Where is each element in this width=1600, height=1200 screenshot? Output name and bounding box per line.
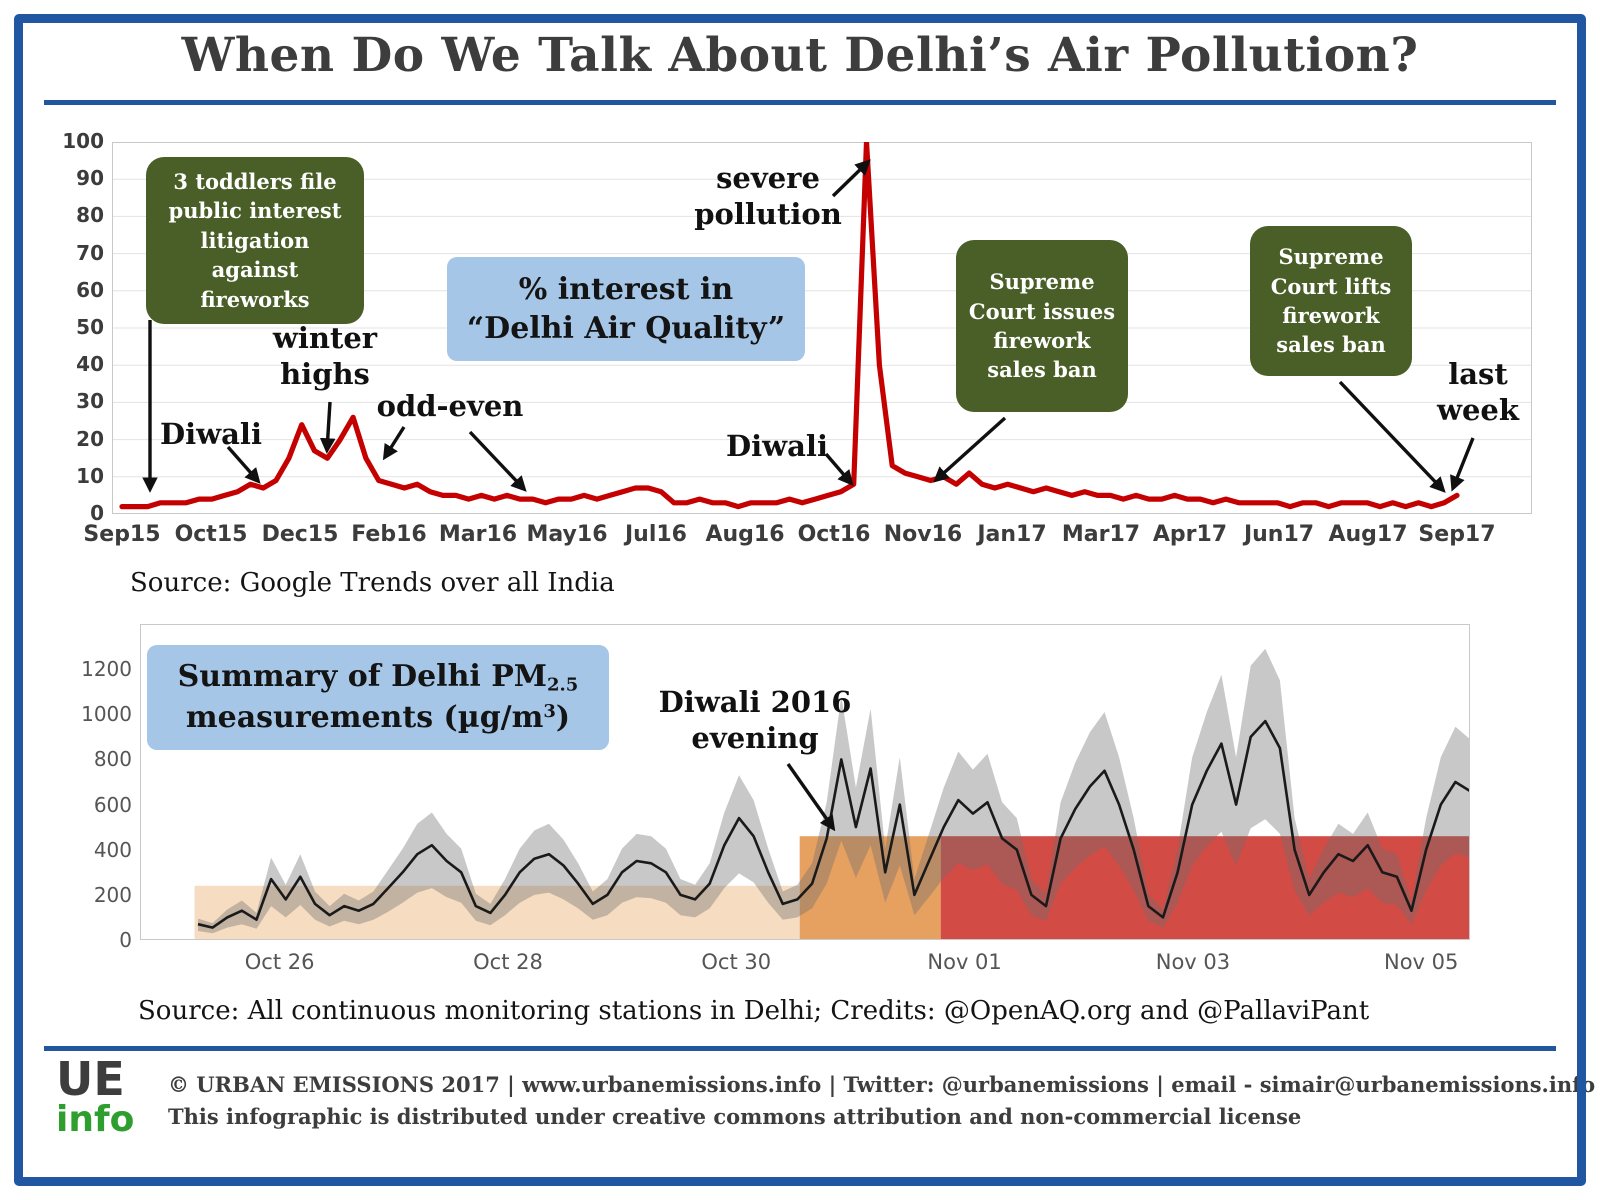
- trends-source-caption: Source: Google Trends over all India: [130, 568, 615, 598]
- annotation-last-week: last week: [1437, 357, 1519, 428]
- tick-label: Oct 30: [701, 950, 772, 974]
- pm-chart-x-axis: Oct 26 Oct 28 Oct 30 Nov 01 Nov 03 Nov 05: [140, 950, 1470, 980]
- pm-title-superscript: 3: [543, 700, 556, 722]
- tick-label: 90: [76, 166, 104, 191]
- pm-chart-y-axis: 0 200 400 600 800 1000 1200: [78, 624, 132, 952]
- tick-label: Nov 05: [1383, 950, 1459, 974]
- trends-chart-y-axis: 0 10 20 30 40 50 60 70 80 90 100: [44, 129, 104, 525]
- tick-label: 30: [76, 389, 104, 414]
- tick-label: Oct 26: [244, 950, 315, 974]
- footer-divider: [44, 1046, 1556, 1051]
- annotation-toddlers-litigation: 3 toddlers file public interest litigati…: [146, 157, 364, 324]
- pm-title-part3: ): [555, 699, 571, 735]
- annotation-sc-issues-ban: Supreme Court issues firework sales ban: [956, 240, 1128, 412]
- title-divider: [44, 100, 1556, 105]
- tick-label: Mar16: [438, 522, 518, 547]
- tick-label: Jan17: [977, 522, 1047, 547]
- annotation-diwali-2016: Diwali: [726, 429, 828, 463]
- trends-title-line1: % interest in: [518, 272, 734, 307]
- tick-label: 0: [119, 928, 132, 952]
- tick-label: 80: [76, 203, 104, 228]
- annotation-diwali-2015: Diwali: [160, 417, 262, 451]
- tick-label: Sep17: [1418, 522, 1496, 547]
- annotation-winter-highs: winter highs: [272, 321, 378, 392]
- tick-label: 800: [93, 747, 132, 772]
- footer-license-line: This infographic is distributed under cr…: [168, 1104, 1302, 1129]
- tick-label: 1000: [81, 702, 132, 727]
- tick-label: 400: [93, 837, 132, 862]
- footer-credit-line: © URBAN EMISSIONS 2017 | www.urbanemissi…: [168, 1072, 1596, 1097]
- tick-label: 60: [76, 277, 104, 302]
- pm-title-part2: measurements (µg/m: [185, 699, 544, 735]
- page-title: When Do We Talk About Delhi’s Air Pollut…: [181, 28, 1419, 83]
- pm-title-line1: Summary of Delhi PM2.5: [153, 657, 603, 698]
- trends-chart-title-box: % interest in “Delhi Air Quality”: [447, 257, 805, 361]
- tick-label: 70: [76, 240, 104, 265]
- tick-label: 200: [93, 882, 132, 907]
- tick-label: Oct15: [174, 522, 248, 547]
- trends-chart-x-axis: Sep15 Oct15 Dec15 Feb16 Mar16 May16 Jul16 Aug16…: [83, 522, 1532, 552]
- pm-title-part1: Summary of Delhi PM: [177, 659, 548, 694]
- trends-title-line2: “Delhi Air Quality”: [466, 311, 786, 346]
- ue-logo-top: UE: [56, 1052, 125, 1106]
- tick-label: Sep15: [83, 522, 161, 547]
- tick-label: 1200: [81, 657, 132, 682]
- pm-title-subscript: 2.5: [547, 674, 579, 696]
- tick-label: Oct16: [797, 522, 871, 547]
- tick-label: Aug17: [1328, 522, 1408, 547]
- tick-label: Feb16: [351, 522, 427, 547]
- diwali-evening-line1: Diwali 2016: [658, 685, 852, 719]
- tick-label: Nov 01: [927, 950, 1002, 974]
- tick-label: 40: [76, 352, 104, 377]
- tick-label: Jul16: [624, 522, 687, 547]
- tick-label: Apr17: [1152, 522, 1228, 547]
- pm-source-caption: Source: All continuous monitoring statio…: [138, 996, 1370, 1026]
- tick-label: Aug16: [705, 522, 785, 547]
- annotation-severe-pollution: severe pollution: [694, 161, 842, 232]
- tick-label: Dec15: [261, 522, 339, 547]
- tick-label: May16: [526, 522, 608, 547]
- tick-label: 20: [76, 426, 104, 451]
- tick-label: 0: [90, 501, 104, 525]
- tick-label: 10: [76, 463, 104, 488]
- tick-label: Mar17: [1061, 522, 1141, 547]
- tick-label: Nov 03: [1155, 950, 1231, 974]
- annotation-diwali-2016-evening: Diwali 2016 evening: [650, 684, 860, 757]
- pm-chart-title-box: Summary of Delhi PM2.5 measurements (µg/…: [147, 645, 609, 751]
- ue-logo-bottom: info: [56, 1099, 135, 1140]
- tick-label: Jun17: [1243, 522, 1315, 547]
- tick-label: Oct 28: [473, 950, 543, 974]
- annotation-odd-even: odd-even: [376, 389, 524, 423]
- tick-label: 50: [76, 315, 104, 339]
- pm-title-line2: measurements (µg/m3): [153, 698, 603, 739]
- tick-label: Nov16: [883, 522, 963, 547]
- tick-label: 100: [62, 129, 104, 153]
- annotation-sc-lifts-ban: Supreme Court lifts firework sales ban: [1250, 226, 1412, 376]
- diwali-evening-line2: evening: [691, 721, 819, 756]
- tick-label: 600: [93, 792, 132, 817]
